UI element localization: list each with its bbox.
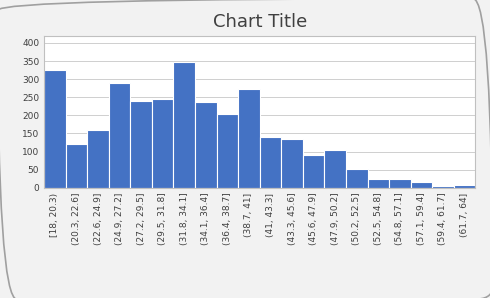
Bar [130,101,152,188]
Bar [324,150,346,188]
Title: Chart Title: Chart Title [213,13,307,31]
Bar [238,89,260,188]
Bar [87,130,109,188]
Bar [303,155,324,188]
Bar [411,182,432,188]
Bar [389,179,411,188]
Bar [173,62,195,188]
Bar [217,114,238,188]
Bar [195,102,217,188]
Bar [454,185,475,188]
Bar [44,70,66,188]
Bar [368,179,389,188]
Bar [109,83,130,188]
Bar [152,100,173,188]
Bar [260,137,281,188]
Bar [66,144,87,188]
Bar [281,139,303,188]
Bar [432,186,454,188]
Bar [346,169,368,188]
